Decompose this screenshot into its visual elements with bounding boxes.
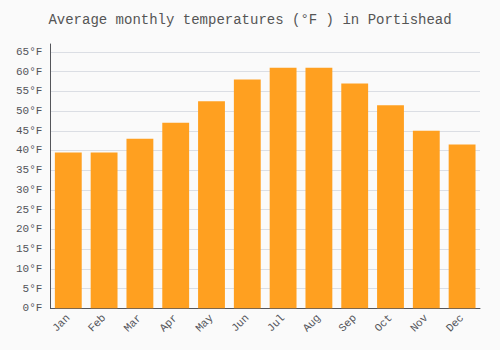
svg-text:40°F: 40°F [16, 144, 42, 156]
svg-text:10°F: 10°F [16, 263, 42, 275]
svg-text:May: May [193, 312, 216, 335]
svg-text:55°F: 55°F [16, 85, 42, 97]
svg-text:Jun: Jun [229, 312, 251, 334]
svg-text:30°F: 30°F [16, 184, 42, 196]
svg-text:Average monthly temperatures (: Average monthly temperatures (°F ) in Po… [48, 12, 451, 28]
svg-text:5°F: 5°F [23, 283, 43, 295]
svg-text:Aug: Aug [301, 312, 323, 334]
svg-text:Jul: Jul [265, 312, 287, 334]
svg-text:65°F: 65°F [16, 46, 42, 58]
svg-text:Feb: Feb [86, 312, 108, 334]
svg-text:60°F: 60°F [16, 66, 42, 78]
svg-text:50°F: 50°F [16, 105, 42, 117]
svg-text:35°F: 35°F [16, 164, 42, 176]
svg-text:Nov: Nov [408, 312, 431, 335]
svg-text:45°F: 45°F [16, 125, 42, 137]
svg-text:25°F: 25°F [16, 204, 42, 216]
svg-text:Apr: Apr [157, 312, 179, 334]
svg-text:0°F: 0°F [23, 302, 43, 314]
svg-text:Oct: Oct [372, 312, 394, 334]
svg-text:15°F: 15°F [16, 243, 42, 255]
svg-text:Dec: Dec [444, 312, 466, 334]
svg-text:20°F: 20°F [16, 223, 42, 235]
svg-text:Mar: Mar [122, 312, 144, 334]
svg-text:Sep: Sep [336, 312, 358, 334]
svg-text:Jan: Jan [50, 312, 72, 334]
